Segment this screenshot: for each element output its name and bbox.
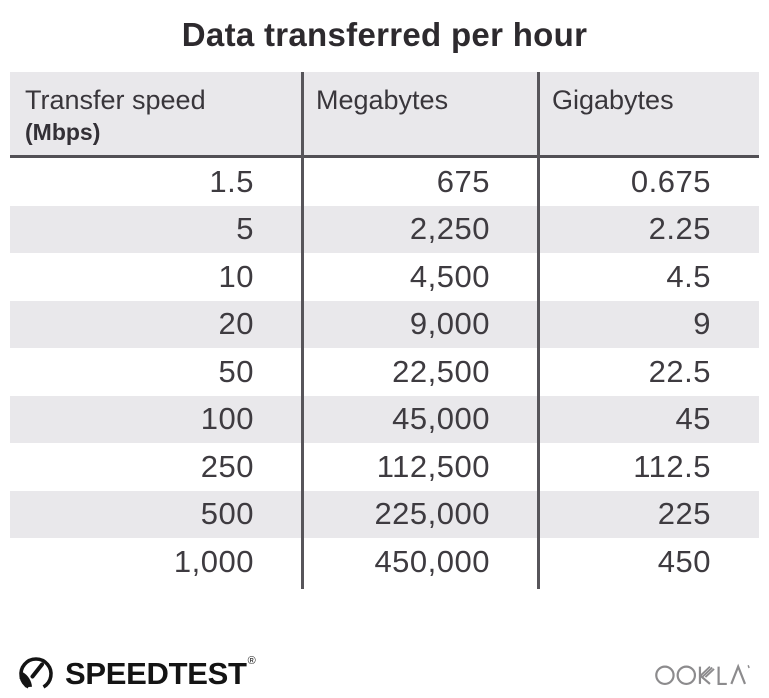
gigabytes-cell: 2.25 [648,211,711,247]
speed-cell: 5 [236,211,254,247]
megabytes-cell: 4,500 [409,258,490,294]
column-header-gigabytes: Gigabytes [552,85,674,115]
speedtest-wordmark: SPEEDTEST® [65,654,256,691]
megabytes-cell: 22,500 [392,353,490,389]
megabytes-cell: 9,000 [409,306,490,342]
speedometer-gauge-icon [14,651,58,695]
gigabytes-cell: 9 [693,306,711,342]
column-divider-2 [537,72,540,589]
gigabytes-cell: 22.5 [648,353,711,389]
gigabytes-cell: 45 [675,401,711,437]
column-header-megabytes: Megabytes [316,85,449,115]
speed-cell: 10 [218,258,254,294]
megabytes-cell: 2,250 [409,211,490,247]
table-row: 1.5 675 0.675 [10,158,759,206]
speed-cell: 250 [200,448,254,484]
speed-cell: 500 [200,496,254,532]
megabytes-cell: 45,000 [392,401,490,437]
megabytes-cell: 225,000 [374,496,490,532]
table-row: 500 225,000 225 [10,490,759,538]
table-row: 10 4,500 4.5 [10,253,759,301]
table-row: 1,000 450,000 450 [10,538,759,586]
gigabytes-cell: 450 [657,543,711,579]
column-header-transfer-speed: Transfer speed (Mbps) [10,72,302,155]
column-divider-1 [301,72,304,589]
column-header-transfer-speed-label: Transfer speed [25,85,206,115]
table-body: 1.5 675 0.675 5 2,250 2.25 10 4,500 4.5 … [10,158,759,586]
gigabytes-cell: 4.5 [666,258,711,294]
table-row: 20 9,000 9 [10,300,759,348]
speed-cell: 1.5 [209,163,254,199]
ookla-logo [654,657,755,689]
table-header-row: Transfer speed (Mbps) Megabytes Gigabyte… [10,72,759,158]
table-row: 50 22,500 22.5 [10,348,759,396]
page-title: Data transferred per hour [181,16,588,53]
speed-cell: 1,000 [173,543,254,579]
megabytes-cell: 450,000 [374,543,490,579]
table-row: 5 2,250 2.25 [10,205,759,253]
column-header-mbps-unit: (Mbps) [25,119,101,146]
footer: SPEEDTEST® [14,648,755,698]
speed-cell: 50 [218,353,254,389]
megabytes-cell: 112,500 [376,448,490,484]
megabytes-cell: 675 [436,163,490,199]
gigabytes-cell: 225 [657,496,711,532]
table-row: 250 112,500 112.5 [10,443,759,491]
speedtest-logo: SPEEDTEST® [14,651,256,695]
speed-cell: 20 [218,306,254,342]
table-row: 100 45,000 45 [10,395,759,443]
registered-trademark-symbol: ® [247,654,256,667]
gigabytes-cell: 0.675 [630,163,711,199]
gigabytes-cell: 112.5 [633,448,711,484]
data-table: Transfer speed (Mbps) Megabytes Gigabyte… [10,72,759,589]
speed-cell: 100 [200,401,254,437]
